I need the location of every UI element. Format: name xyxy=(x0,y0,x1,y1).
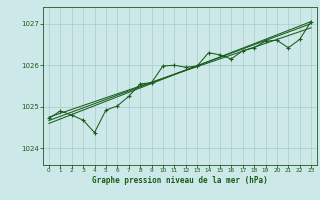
X-axis label: Graphe pression niveau de la mer (hPa): Graphe pression niveau de la mer (hPa) xyxy=(92,176,268,185)
